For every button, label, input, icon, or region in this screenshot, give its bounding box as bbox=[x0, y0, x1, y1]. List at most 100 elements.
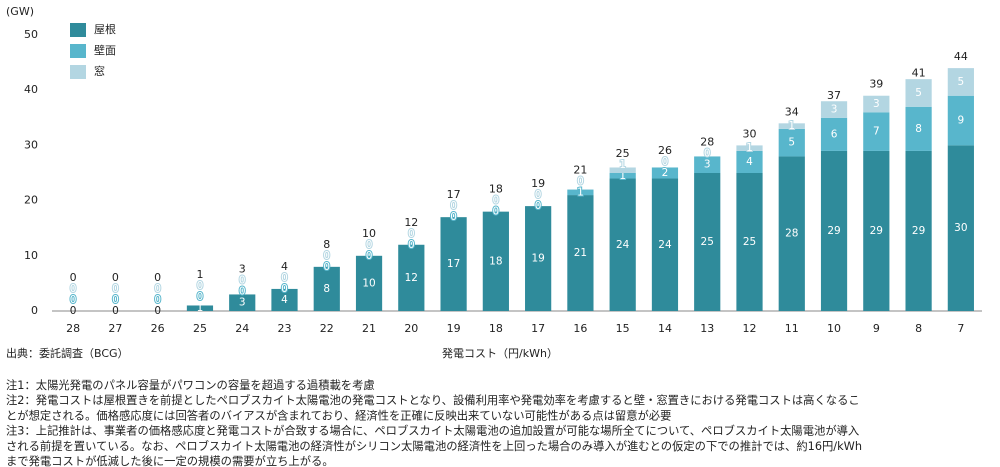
x-tick-label: 27 bbox=[108, 322, 122, 335]
x-tick-label: 21 bbox=[362, 322, 376, 335]
bar-segment bbox=[313, 266, 340, 311]
segment-label: 0 bbox=[450, 200, 457, 212]
bar-segment bbox=[778, 128, 805, 157]
legend-swatch bbox=[70, 44, 86, 58]
segment-label: 4 bbox=[746, 156, 753, 168]
bar-segment bbox=[736, 173, 763, 311]
bar-segment bbox=[186, 305, 214, 311]
bar-segment bbox=[609, 178, 636, 311]
bar-segment bbox=[651, 167, 679, 179]
segment-label: 17 bbox=[447, 258, 460, 270]
segment-label: 24 bbox=[658, 239, 672, 251]
segment-label: 0 bbox=[493, 195, 500, 207]
total-label: 37 bbox=[827, 89, 841, 102]
bar-segment bbox=[694, 156, 721, 173]
x-tick-label: 20 bbox=[404, 322, 418, 335]
bar-segment bbox=[694, 173, 721, 311]
total-label: 30 bbox=[743, 127, 757, 140]
segment-label: 0 bbox=[281, 272, 288, 284]
note: 注3：上記推計は、事業者の価格感応度と発電コストが合致する場合に、ペロブスカイト… bbox=[6, 424, 859, 438]
bar-segment bbox=[947, 68, 974, 96]
x-tick-label: 9 bbox=[873, 322, 880, 335]
segment-label: 0 bbox=[323, 261, 330, 273]
x-tick-label: 22 bbox=[320, 322, 334, 335]
bar-segment bbox=[567, 195, 594, 311]
segment-label: 10 bbox=[362, 277, 375, 289]
segment-label: 2 bbox=[662, 167, 669, 179]
segment-label: 0 bbox=[154, 294, 161, 306]
legend-label: 窓 bbox=[94, 64, 105, 78]
total-label: 1 bbox=[196, 268, 203, 281]
segment-label: 9 bbox=[958, 115, 965, 127]
segment-label: 0 bbox=[112, 283, 119, 295]
x-tick-label: 23 bbox=[278, 322, 292, 335]
x-tick-label: 16 bbox=[573, 322, 587, 335]
x-tick-label: 24 bbox=[235, 322, 249, 335]
segment-label: 19 bbox=[531, 253, 544, 265]
x-tick-label: 7 bbox=[957, 322, 964, 335]
segment-label: 0 bbox=[366, 239, 373, 251]
segment-label: 0 bbox=[493, 206, 500, 218]
x-tick-label: 19 bbox=[447, 322, 461, 335]
segment-label: 30 bbox=[954, 222, 967, 234]
segment-label: 1 bbox=[746, 142, 753, 154]
segment-label: 29 bbox=[912, 225, 925, 237]
total-label: 25 bbox=[616, 147, 630, 160]
segment-label: 0 bbox=[154, 283, 161, 295]
segment-label: 8 bbox=[915, 123, 922, 135]
segment-label: 0 bbox=[535, 200, 542, 212]
note: 注2：発電コストは屋根置きを前提としたペロブスカイト太陽電池の発電コストとなり、… bbox=[6, 393, 860, 407]
segment-label: 0 bbox=[408, 239, 415, 251]
segment-label: 0 bbox=[366, 250, 373, 262]
bar-segment bbox=[609, 167, 636, 173]
y-tick-label: 50 bbox=[24, 28, 38, 41]
x-tick-label: 8 bbox=[915, 322, 922, 335]
total-label: 10 bbox=[362, 227, 376, 240]
segment-label: 3 bbox=[873, 98, 880, 110]
segment-label: 29 bbox=[827, 225, 840, 237]
segment-label: 0 bbox=[197, 280, 204, 292]
note: される前提を置いている。なお、ペロブスカイト太陽電池の経済性がシリコン太陽電池の… bbox=[6, 439, 862, 453]
segment-label: 18 bbox=[489, 255, 502, 267]
segment-label: 25 bbox=[743, 236, 756, 248]
source: 出典：委託調査（BCG） bbox=[6, 346, 129, 360]
bar-segment bbox=[271, 288, 298, 311]
bar-segment bbox=[355, 255, 383, 311]
segment-label: 6 bbox=[831, 128, 838, 140]
segment-label: 3 bbox=[704, 159, 711, 171]
bar-segment bbox=[905, 150, 932, 311]
y-tick-label: 0 bbox=[31, 304, 38, 317]
total-label: 21 bbox=[573, 163, 587, 176]
y-tick-label: 20 bbox=[24, 194, 38, 207]
total-label: 0 bbox=[70, 271, 77, 284]
segment-label: 5 bbox=[788, 137, 795, 149]
bar-segment bbox=[947, 145, 974, 311]
x-tick-label: 10 bbox=[827, 322, 841, 335]
segment-label: 0 bbox=[408, 228, 415, 240]
total-label: 8 bbox=[323, 238, 330, 251]
bar-segment bbox=[820, 117, 848, 151]
total-label: 18 bbox=[489, 183, 503, 196]
segment-label: 0 bbox=[70, 283, 77, 295]
segment-label: 25 bbox=[701, 236, 714, 248]
legend-label: 壁面 bbox=[94, 43, 116, 57]
total-label: 4 bbox=[281, 260, 288, 273]
bar-segment bbox=[609, 173, 636, 179]
x-tick-label: 17 bbox=[531, 322, 545, 335]
note: とが想定される。価格感応度には回答者のバイアスが含まれており、経済性を正確に反映… bbox=[6, 408, 671, 422]
bar-segment bbox=[863, 95, 890, 113]
legend-swatch bbox=[70, 65, 86, 79]
x-tick-label: 26 bbox=[151, 322, 165, 335]
segment-label: 0 bbox=[281, 283, 288, 295]
bar-segment bbox=[736, 145, 763, 151]
total-label: 17 bbox=[447, 188, 461, 201]
segment-label: 28 bbox=[785, 228, 798, 240]
x-tick-label: 18 bbox=[489, 322, 503, 335]
segment-label: 0 bbox=[535, 189, 542, 201]
legend-label: 屋根 bbox=[94, 22, 116, 36]
x-tick-label: 12 bbox=[743, 322, 757, 335]
x-tick-label: 13 bbox=[700, 322, 714, 335]
bar-segment bbox=[651, 178, 679, 311]
segment-label: 0 bbox=[323, 250, 330, 262]
total-label: 0 bbox=[112, 271, 119, 284]
